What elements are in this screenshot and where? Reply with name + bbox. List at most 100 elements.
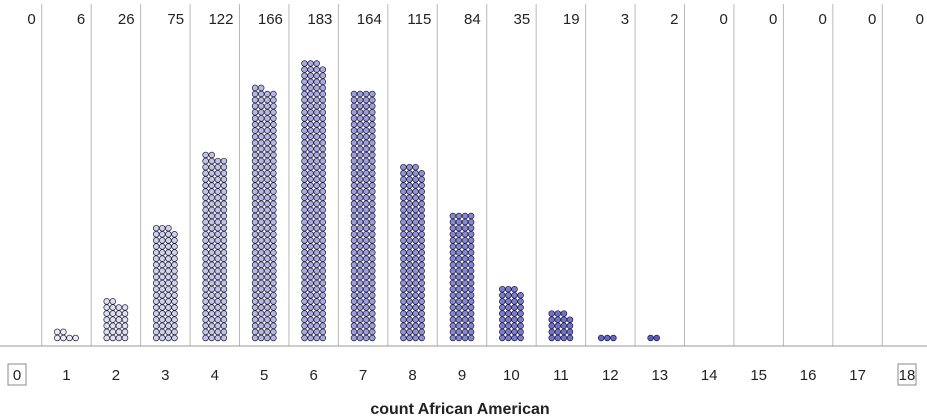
- dot: [202, 176, 209, 183]
- dot: [264, 304, 271, 311]
- dot: [220, 249, 228, 256]
- dot: [307, 218, 314, 226]
- dot: [406, 304, 413, 311]
- dot: [350, 212, 358, 220]
- dot: [511, 322, 518, 330]
- dot: [270, 96, 277, 104]
- dot: [171, 292, 178, 299]
- dot: [301, 90, 308, 98]
- dot: [307, 84, 314, 92]
- dot: [560, 334, 568, 342]
- dot: [301, 96, 308, 104]
- dot: [159, 298, 166, 305]
- dot: [412, 292, 419, 299]
- dot: [307, 273, 314, 281]
- dot: [152, 310, 160, 317]
- dot: [319, 304, 327, 311]
- dot: [307, 96, 314, 104]
- dot: [264, 218, 271, 226]
- dot: [214, 249, 222, 256]
- dot: [220, 170, 228, 177]
- dot: [270, 90, 277, 98]
- dot: [165, 249, 172, 256]
- dot: [202, 163, 209, 171]
- bin-count-label: 122: [208, 11, 233, 28]
- dot: [517, 310, 524, 317]
- dot: [455, 292, 463, 299]
- dot: [251, 121, 259, 128]
- dot: [214, 322, 222, 330]
- dot: [307, 279, 314, 287]
- dot: [307, 200, 314, 208]
- x-tick-label: 8: [408, 367, 416, 384]
- dot: [313, 102, 320, 110]
- dot: [362, 212, 370, 220]
- dot-stack-3: [152, 224, 178, 342]
- dot: [350, 224, 358, 232]
- dot: [455, 237, 463, 244]
- dot: [467, 231, 475, 238]
- dot: [418, 267, 425, 275]
- bin-count-label: 35: [514, 11, 531, 28]
- dot: [505, 316, 512, 323]
- dot: [307, 243, 314, 250]
- dot: [307, 176, 314, 183]
- dot: [301, 316, 308, 323]
- dot: [350, 90, 358, 98]
- dot: [257, 84, 265, 92]
- dot: [270, 206, 277, 214]
- dot: [251, 273, 259, 281]
- dot: [214, 163, 222, 171]
- dot: [350, 109, 358, 116]
- dot: [171, 237, 178, 244]
- dot: [257, 163, 265, 171]
- dot: [499, 322, 506, 330]
- dot: [214, 157, 222, 165]
- dot: [418, 249, 425, 256]
- dot: [270, 310, 277, 317]
- dot: [356, 334, 364, 342]
- dot: [350, 206, 358, 214]
- dot: [369, 121, 376, 128]
- dot-stack-8: [400, 163, 425, 342]
- dot: [406, 267, 413, 275]
- dot: [356, 237, 364, 244]
- dot: [400, 237, 407, 244]
- x-tick-label: 10: [503, 367, 520, 384]
- dot: [319, 273, 327, 281]
- dot: [449, 267, 457, 275]
- dot: [400, 310, 407, 317]
- dot: [517, 328, 524, 336]
- dot: [400, 267, 407, 275]
- dot: [461, 224, 469, 232]
- dot: [356, 322, 364, 330]
- axis-end-box[interactable]: [897, 363, 917, 386]
- dot: [171, 316, 178, 323]
- axis-end-box[interactable]: [7, 363, 27, 386]
- dot: [505, 328, 512, 336]
- dot: [400, 279, 407, 287]
- dot: [418, 212, 425, 220]
- dot: [208, 212, 215, 220]
- dot: [301, 102, 308, 110]
- dot: [307, 206, 314, 214]
- dot: [319, 279, 327, 287]
- dot: [369, 304, 376, 311]
- dot: [264, 267, 271, 275]
- dot: [220, 182, 228, 189]
- dot: [251, 182, 259, 189]
- dot: [220, 163, 228, 171]
- dot: [412, 334, 419, 342]
- dot: [214, 328, 222, 336]
- dot: [103, 310, 110, 317]
- dot: [307, 322, 314, 330]
- dot: [152, 261, 160, 269]
- dot: [313, 127, 320, 134]
- dot: [251, 176, 259, 183]
- dot: [264, 237, 271, 244]
- dot: [103, 322, 110, 330]
- dot: [418, 218, 425, 226]
- dot: [412, 273, 419, 281]
- dot: [264, 163, 271, 171]
- dot: [257, 121, 265, 128]
